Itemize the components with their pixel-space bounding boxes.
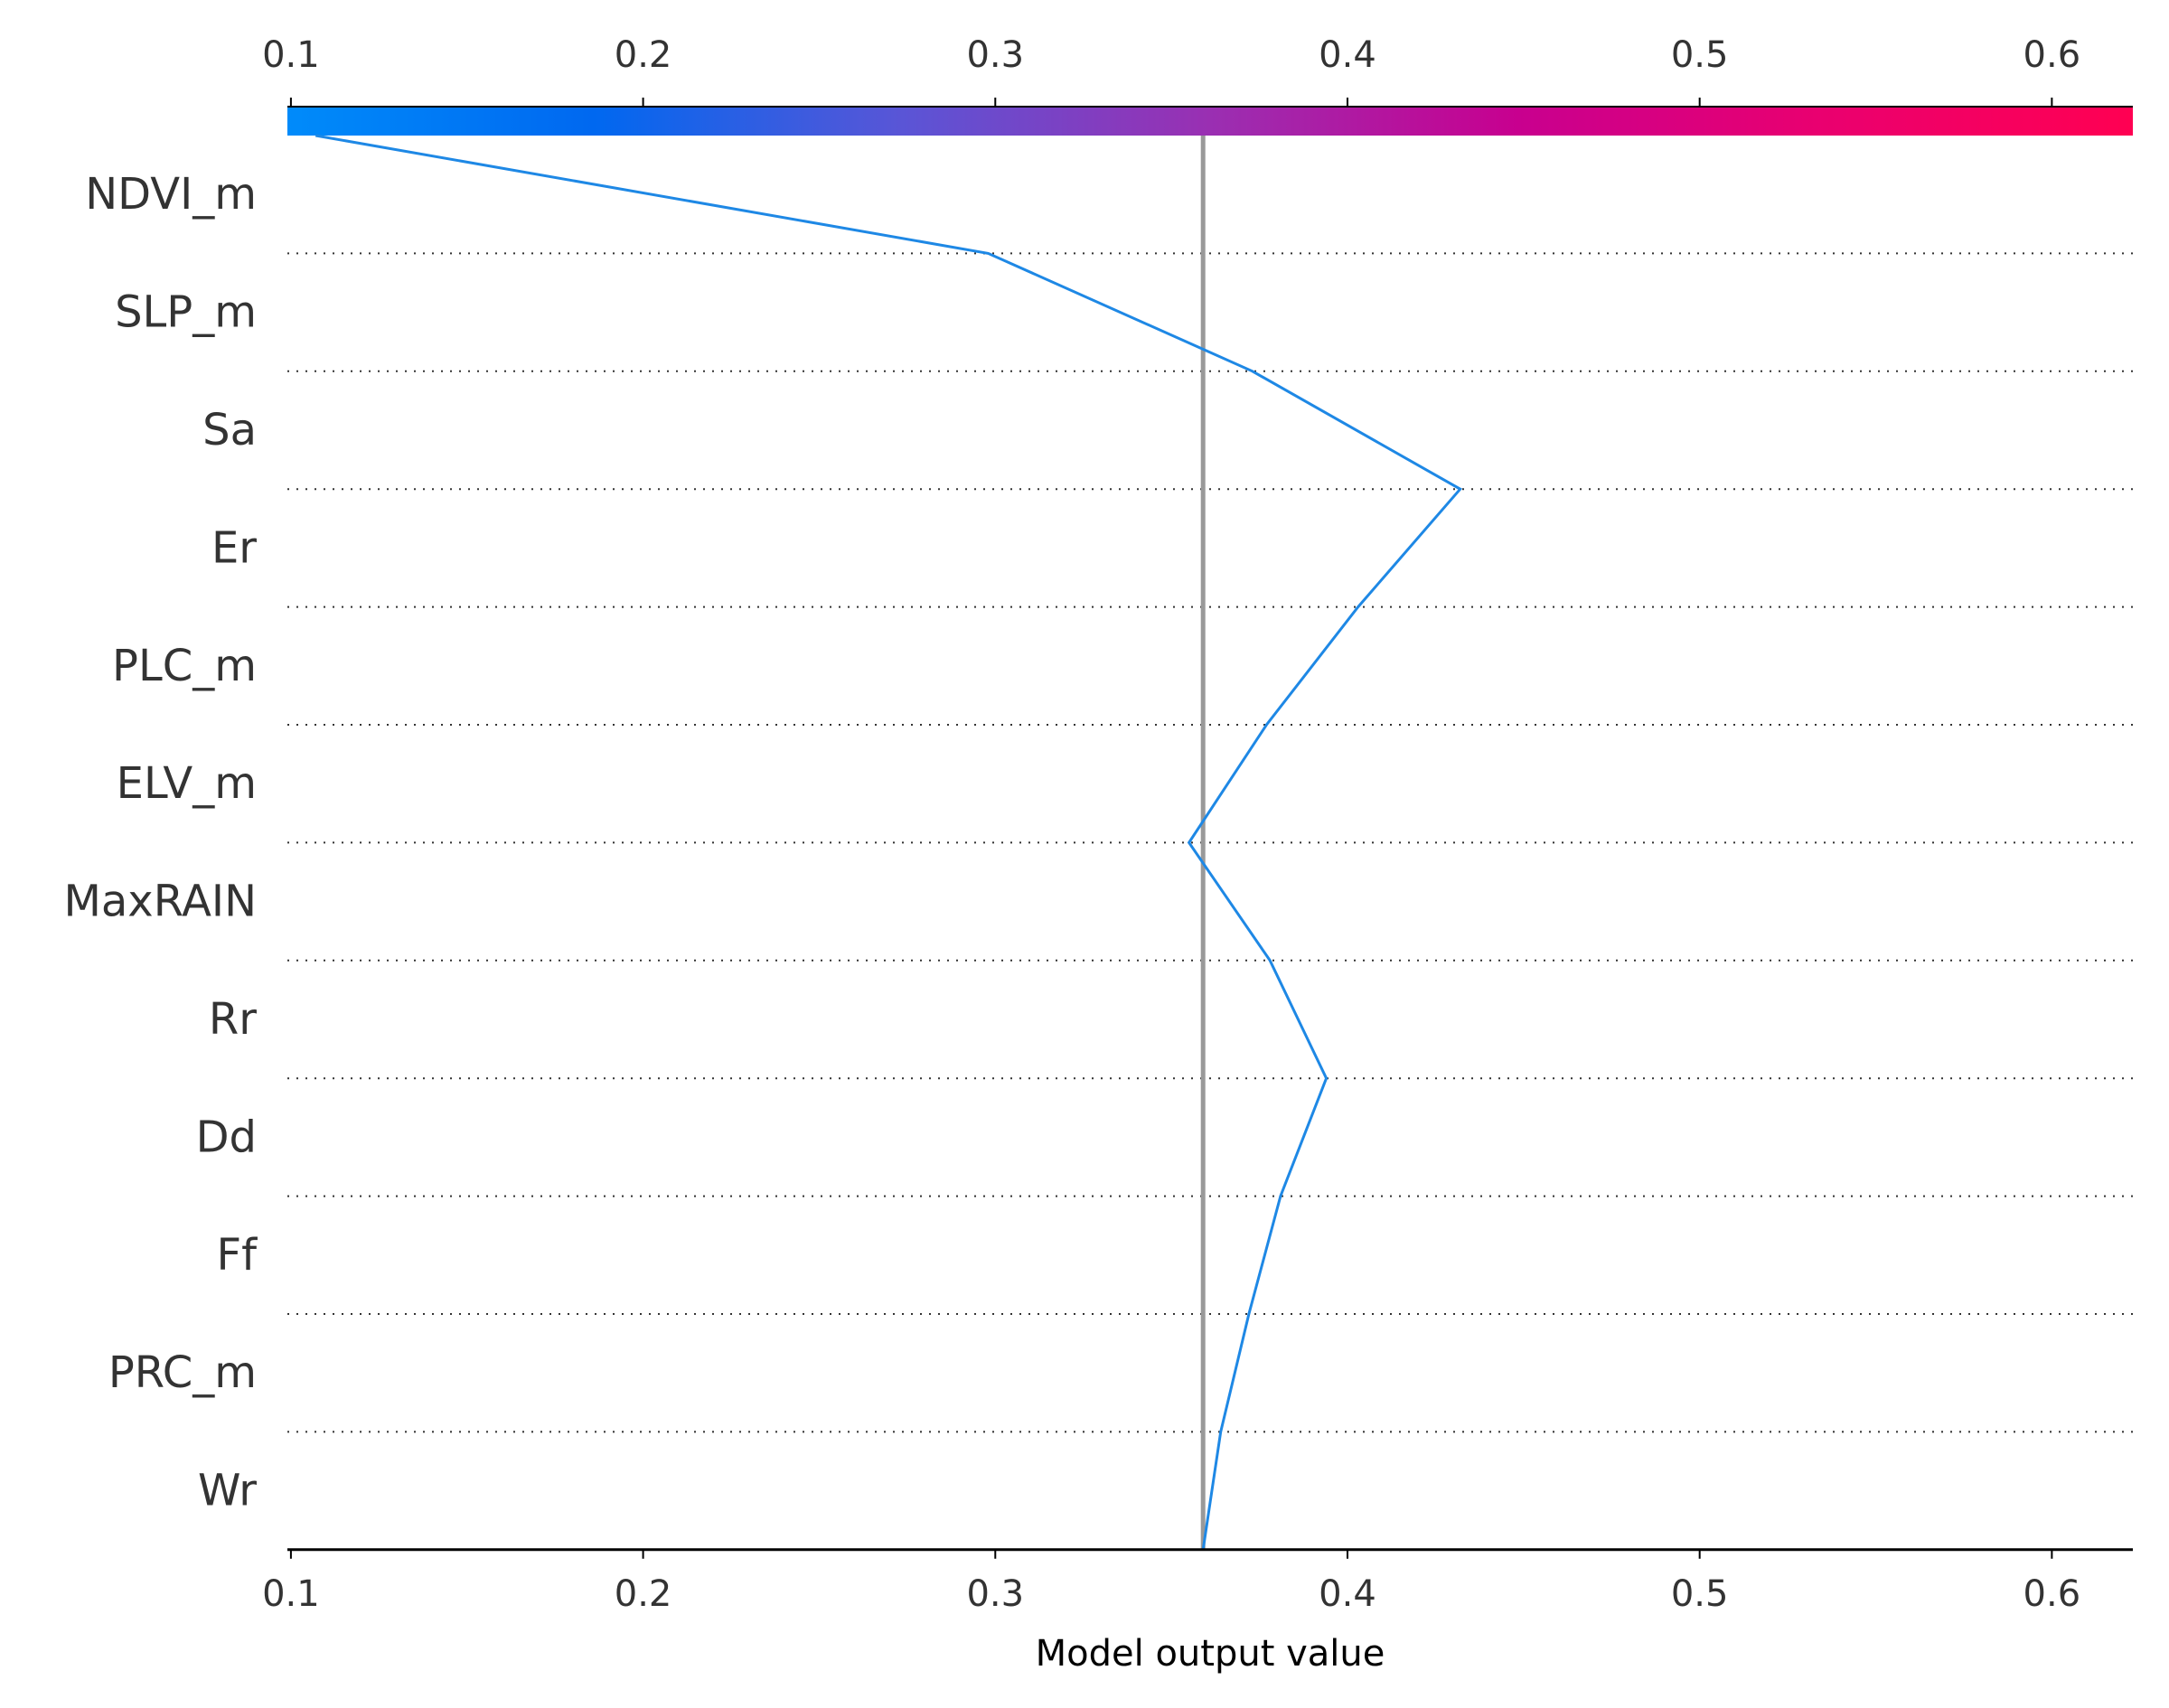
top-tick-label: 0.5 [1671, 34, 1729, 76]
feature-grid-lines [287, 252, 2133, 1433]
bottom-axis: 0.1 0.2 0.3 0.4 0.5 0.6 [262, 1548, 2133, 1615]
feature-label: PLC_m [112, 641, 257, 691]
feature-label: Wr [198, 1466, 257, 1516]
top-tick-label: 0.6 [2023, 34, 2081, 76]
feature-label: Er [211, 522, 257, 573]
feature-label: NDVI_m [85, 169, 257, 220]
top-tick-label: 0.2 [615, 34, 672, 76]
top-tick-label: 0.4 [1319, 34, 1376, 76]
feature-label: Sa [202, 405, 257, 455]
bottom-tick-label: 0.4 [1319, 1573, 1376, 1615]
feature-label: Rr [209, 994, 257, 1045]
top-tick-label: 0.1 [262, 34, 320, 76]
decision-path-group [315, 134, 1463, 1551]
feature-label: PRC_m [108, 1347, 257, 1398]
top-tick-label: 0.3 [966, 34, 1024, 76]
feature-labels: NDVI_m SLP_m Sa Er PLC_m ELV_m MaxRAIN Rr Dd Ff PR… [63, 169, 258, 1516]
top-axis: 0.1 0.2 0.3 0.4 0.5 0.6 [262, 34, 2133, 108]
colorbar [287, 107, 2133, 136]
x-axis-label: Model output value [1036, 1633, 1385, 1675]
bottom-tick-label: 0.1 [262, 1573, 320, 1615]
colorbar-gradient [287, 107, 2133, 136]
feature-label: Dd [196, 1112, 257, 1162]
feature-label: MaxRAIN [63, 877, 257, 927]
bottom-tick-label: 0.2 [615, 1573, 672, 1615]
bottom-tick-label: 0.5 [1671, 1573, 1729, 1615]
bottom-tick-label: 0.3 [966, 1573, 1024, 1615]
feature-label: SLP_m [115, 287, 257, 338]
decision-path-line [315, 134, 1463, 1551]
feature-label: Ff [216, 1230, 258, 1281]
bottom-tick-label: 0.6 [2023, 1573, 2081, 1615]
feature-label: ELV_m [117, 758, 257, 809]
